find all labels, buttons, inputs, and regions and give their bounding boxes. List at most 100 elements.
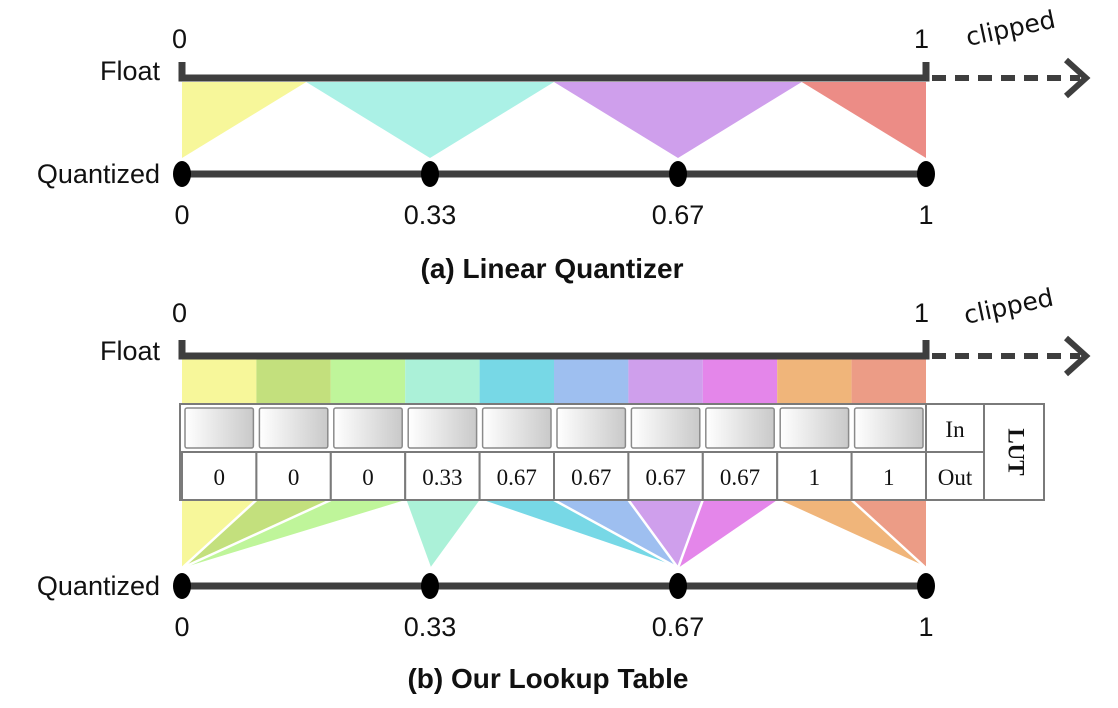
float-end-label: 1 [914,298,929,328]
lut-mapping-wedges [181,498,927,570]
quantized-level-dot-3 [917,161,935,187]
float-bin-strips [182,358,926,406]
wedge-separator-9 [850,499,927,569]
lut-in-label: In [945,417,965,442]
quantized-level-dot-2 [669,573,687,599]
float-end-label: 1 [914,24,929,54]
quantized-level-dot-1 [421,161,439,187]
quantized-tick-label-2: 0.67 [652,612,705,642]
lut-out-value-6: 0.67 [645,465,685,490]
wedge-separator-6 [627,499,680,569]
lut-mapping-wedge-7 [678,500,778,568]
quantized-tick-labels: 0 0.33 0.67 1 [174,200,933,230]
lut-out-cell-6 [627,451,704,501]
quantized-tick-label-1: 0.33 [404,612,457,642]
lut-out-value-8: 1 [809,465,821,490]
lut-in-cell-2 [333,407,403,449]
lut-in-cell-9 [853,407,924,449]
float-bin-strip-5 [554,358,629,406]
lut-out-value-7: 0.67 [720,465,760,490]
caption-lookup-table: (b) Our Lookup Table [407,663,688,694]
lut-out-header-cell [925,451,985,501]
wedge-separator-7 [676,499,704,569]
lut-out-value-2: 0 [362,465,374,490]
quantized-axis-label: Quantized [37,159,160,189]
float-bin-strip-4 [479,358,554,406]
quantized-tick-label-0: 0 [174,200,189,230]
lut-out-cell-4 [478,451,556,501]
lookup-table: 0 0 0 0.33 0.67 0.67 0.67 0.67 1 1 In Out LUT [179,403,1045,501]
float-bin-strip-3 [405,358,480,406]
float-bin-strip-1 [256,358,331,406]
lut-in-cell-1 [258,407,329,449]
quantized-level-dot-0 [173,161,191,187]
lut-out-label: Out [938,465,973,490]
lut-in-cell-4 [481,407,552,449]
lut-in-cell-8 [779,407,850,449]
lut-in-cell-5 [556,407,627,449]
lut-out-value-4: 0.67 [497,465,537,490]
quantized-level-dot-3 [917,573,935,599]
quantized-axis-label: Quantized [37,571,160,601]
quantized-tick-label-3: 1 [918,200,933,230]
lut-out-cell-3 [404,451,481,501]
mapping-wedge-1 [306,82,554,158]
float-axis-line [178,340,930,360]
caption-linear-quantizer: (a) Linear Quantizer [421,253,684,284]
lut-out-value-3: 0.33 [422,465,462,490]
panel-lookup-table: 0 1 clipped Float 0 0 0 0.33 0.67 0.67 0.67 0.6… [37,283,1091,694]
quantized-level-dot-1 [421,573,439,599]
lut-in-cell-7 [705,407,775,449]
mapping-wedge-2 [554,82,802,158]
lut-in-cell-3 [407,407,478,449]
wedge-separator-1 [181,499,258,569]
wedge-separator-8 [776,498,927,570]
float-bin-strip-6 [628,358,703,406]
float-axis-line [178,62,930,82]
lut-out-cell-1 [255,451,332,501]
mapping-wedge-0 [182,82,307,158]
mapping-wedge-3 [801,82,926,158]
lut-cells: 0 0 0 0.33 0.67 0.67 0.67 0.67 1 1 [181,407,927,501]
wedge-separator-3 [404,499,432,569]
quantized-tick-label-2: 0.67 [652,200,705,230]
clipped-label: clipped [963,5,1058,52]
quantized-level-dots [173,573,935,599]
panel-linear-quantizer: 0 1 clipped Float Quantized 0 0.33 0.67 1 (… [37,5,1091,284]
wedge-separator-5 [553,498,679,570]
lut-out-value-1: 0 [288,465,300,490]
float-start-label: 0 [172,298,187,328]
lut-out-cell-7 [701,451,779,501]
float-axis-label: Float [100,336,161,366]
quantized-level-dots [173,161,935,187]
lut-out-cell-0 [181,451,258,501]
quantized-tick-label-1: 0.33 [404,200,457,230]
quantized-level-dot-0 [173,573,191,599]
clipped-arrow-head [1063,335,1091,377]
lut-title-cell [983,403,1045,501]
quantized-tick-labels: 0 0.33 0.67 1 [174,612,933,642]
lut-title: LUT [1004,428,1029,475]
lut-in-cell-6 [630,407,701,449]
quantized-tick-label-0: 0 [174,612,189,642]
lut-out-value-5: 0.67 [571,465,611,490]
float-bin-strip-2 [330,358,406,406]
lut-out-cell-8 [776,451,853,501]
float-bin-strip-7 [702,358,778,406]
quantized-level-dot-2 [669,161,687,187]
lut-in-cell-0 [184,407,255,449]
quantized-tick-label-3: 1 [918,612,933,642]
lut-in-header-cell [925,403,985,453]
lut-out-cell-9 [850,451,927,501]
lut-mapping-wedge-2 [182,500,406,568]
lut-out-value-0: 0 [213,465,225,490]
wedge-separator-2 [181,498,332,570]
float-bin-strip-8 [777,358,852,406]
lut-mapping-wedge-6 [628,500,703,568]
lut-out-cell-2 [329,451,407,501]
float-bin-strip-9 [851,358,926,406]
float-start-label: 0 [172,24,187,54]
lut-out-value-9: 1 [883,465,895,490]
linear-mapping-wedges [182,82,926,158]
